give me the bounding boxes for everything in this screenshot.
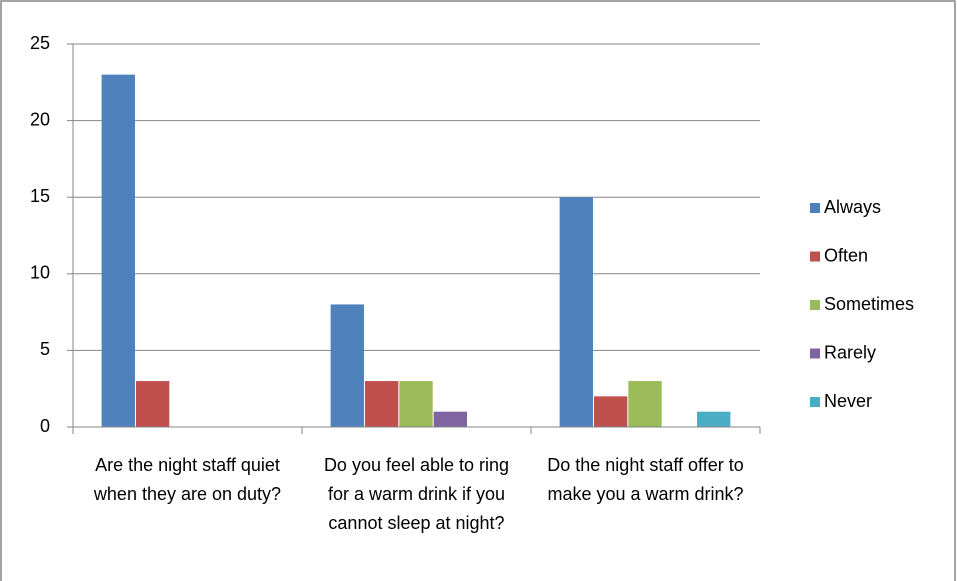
bar	[559, 197, 593, 427]
bar	[628, 381, 662, 427]
bar	[697, 411, 731, 427]
x-tick-label: Do you feel able to ring for a warm drink…	[324, 455, 509, 533]
bar	[364, 381, 399, 427]
bar	[101, 74, 135, 427]
y-tick-label: 25	[30, 33, 50, 53]
legend-label: Often	[824, 245, 868, 265]
legend-label: Sometimes	[824, 294, 914, 314]
bar	[433, 411, 468, 427]
bar	[330, 304, 364, 427]
bar	[399, 381, 433, 427]
y-tick-label: 15	[30, 186, 50, 206]
legend-swatch	[810, 397, 820, 407]
legend-swatch	[810, 300, 820, 310]
legend-swatch	[810, 348, 820, 359]
bar	[593, 396, 628, 427]
legend-swatch	[810, 251, 820, 262]
legend-swatch	[810, 203, 820, 213]
x-tick-label: Are the night staff quiet when they are o…	[93, 455, 281, 504]
x-tick-label: Do the night staff offer to make you a wa…	[547, 455, 743, 504]
y-tick-label: 0	[40, 416, 50, 436]
legend-label: Always	[824, 197, 881, 217]
y-tick-label: 5	[40, 339, 50, 359]
y-tick-label: 20	[30, 109, 50, 129]
y-tick-label: 10	[30, 263, 50, 283]
bar	[135, 381, 170, 427]
legend-label: Never	[824, 391, 872, 411]
legend-label: Rarely	[824, 342, 876, 362]
